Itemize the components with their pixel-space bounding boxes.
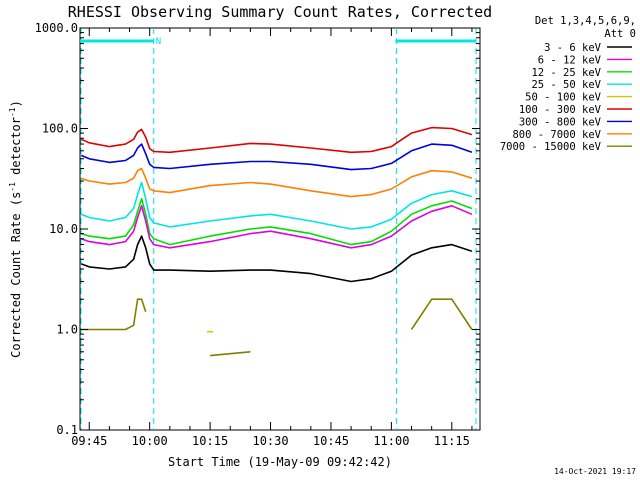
legend-header: Det 1,3,4,5,6,9, bbox=[535, 15, 636, 27]
legend-label: 800 - 7000 keV bbox=[512, 129, 601, 141]
chart-title: RHESSI Observing Summary Count Rates, Co… bbox=[68, 3, 492, 21]
series-line bbox=[210, 351, 251, 357]
series-line bbox=[80, 167, 473, 198]
x-tick-label: 10:15 bbox=[192, 434, 228, 448]
y-tick-label: 1.0 bbox=[56, 323, 78, 337]
series-line bbox=[80, 126, 473, 154]
x-tick-label: 11:00 bbox=[373, 434, 409, 448]
y-axis-label: Corrected Count Rate (s-1 detector-1) bbox=[8, 100, 23, 358]
legend-label: 100 - 300 keV bbox=[519, 104, 602, 116]
annotation-label: N bbox=[156, 37, 161, 47]
series-line bbox=[81, 298, 147, 331]
x-axis-label: Start Time (19-May-09 09:42:42) bbox=[168, 455, 392, 469]
legend-label: 7000 - 15000 keV bbox=[500, 141, 602, 153]
series-line bbox=[410, 298, 473, 330]
legend-label: 6 - 12 keV bbox=[538, 54, 602, 66]
legend-label: 25 - 50 keV bbox=[531, 79, 601, 91]
x-tick-label: 10:00 bbox=[132, 434, 168, 448]
x-tick-label: 10:30 bbox=[252, 434, 288, 448]
series-line bbox=[80, 197, 473, 246]
series-line bbox=[80, 235, 473, 283]
legend-label: 3 - 6 keV bbox=[544, 42, 602, 54]
x-tick-label: 09:45 bbox=[71, 434, 107, 448]
y-tick-label: 1000.0 bbox=[35, 21, 78, 35]
y-tick-label: 0.1 bbox=[56, 423, 78, 437]
series-line bbox=[80, 205, 473, 249]
series-lines bbox=[80, 126, 473, 357]
legend-header: Att 0 bbox=[604, 28, 636, 40]
x-tick-label: 11:15 bbox=[434, 434, 470, 448]
legend-label: 300 - 800 keV bbox=[519, 116, 602, 128]
series-line bbox=[80, 181, 473, 230]
x-tick-label: 10:45 bbox=[313, 434, 349, 448]
generation-timestamp: 14-Oct-2021 19:17 bbox=[554, 467, 636, 476]
y-axis-ticks: 0.1 1.0 10.0 100.0 1000.0 bbox=[35, 21, 480, 437]
night-intervals: N bbox=[80, 28, 477, 430]
x-axis-ticks: 09:45 10:00 10:15 10:30 10:45 11:00 11:15 bbox=[71, 28, 473, 448]
legend-label: 50 - 100 keV bbox=[525, 92, 602, 104]
y-tick-label: 10.0 bbox=[49, 222, 78, 236]
series-line bbox=[80, 143, 473, 171]
legend-label: 12 - 25 keV bbox=[531, 67, 601, 79]
y-tick-label: 100.0 bbox=[42, 122, 78, 136]
